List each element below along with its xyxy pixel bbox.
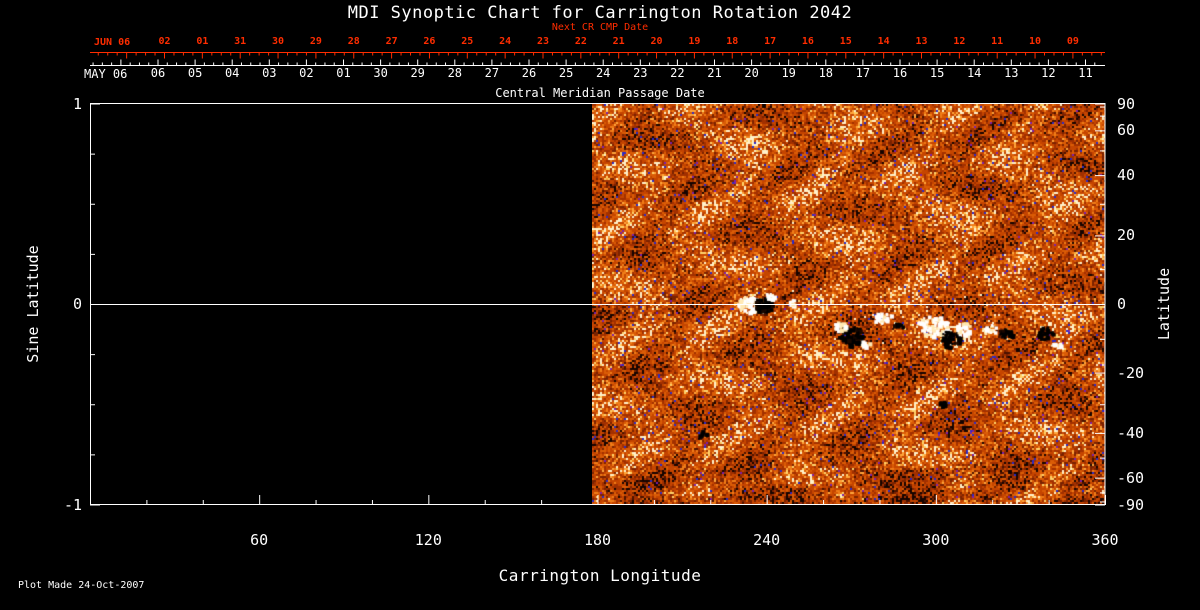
cmp-month-label: MAY 06	[84, 67, 128, 81]
day-tick-label: 25	[461, 36, 474, 47]
day-tick-label: 12	[953, 36, 966, 47]
latitude-tick-label: 90	[1117, 94, 1136, 113]
day-tick-label: 12	[1041, 66, 1056, 80]
day-tick-label: 01	[196, 36, 209, 47]
day-tick-label: 27	[484, 66, 500, 80]
latitude-tick-label: -90	[1117, 495, 1145, 514]
day-tick-label: 21	[707, 66, 722, 80]
latitude-tick-label: 20	[1117, 226, 1136, 245]
day-tick-label: 25	[558, 66, 574, 80]
day-tick-label: 01	[336, 66, 351, 80]
day-tick-label: 13	[915, 36, 928, 47]
day-tick-label: 15	[839, 36, 852, 47]
carrington-longitude-axis-title: Carrington Longitude	[498, 566, 702, 585]
longitude-tick-label: 240	[753, 531, 781, 549]
latitude-tick-label: 40	[1117, 166, 1136, 185]
day-tick-label: 16	[892, 66, 908, 80]
longitude-tick-label: 180	[583, 531, 612, 549]
next-cr-cmp-axis-title: Next CR CMP Date	[551, 22, 649, 33]
day-tick-label: 19	[688, 36, 701, 47]
day-tick-label: 30	[272, 36, 285, 47]
day-tick-label: 30	[373, 66, 388, 80]
day-tick-label: 29	[410, 66, 425, 80]
day-tick-label: 06	[150, 66, 166, 80]
longitude-tick-label: 360	[1091, 531, 1119, 549]
latitude-tick-label: -20	[1117, 363, 1145, 382]
latitude-axis-title: Latitude	[1155, 267, 1173, 341]
day-tick-label: 23	[536, 36, 550, 47]
day-tick-label: 20	[650, 36, 663, 47]
chart-title: MDI Synoptic Chart for Carrington Rotati…	[347, 3, 853, 23]
day-tick-label: 05	[187, 66, 203, 80]
day-tick-label: 27	[385, 36, 398, 47]
cmp-axis-title: Central Meridian Passage Date	[495, 86, 705, 100]
day-tick-label: 09	[1066, 36, 1079, 47]
sine-latitude-axis-title: Sine Latitude	[24, 245, 42, 363]
sine-latitude-tick-label: -1	[63, 495, 82, 514]
latitude-tick-label: 60	[1117, 121, 1136, 140]
day-tick-label: 18	[726, 36, 739, 47]
day-tick-label: 17	[855, 66, 871, 80]
day-tick-label: 21	[612, 36, 625, 47]
latitude-tick-label: -40	[1117, 423, 1145, 442]
day-tick-label: 19	[781, 66, 796, 80]
day-tick-label: 14	[966, 66, 982, 80]
day-tick-label: 24	[499, 36, 512, 47]
day-tick-label: 26	[521, 66, 537, 80]
day-tick-label: 24	[595, 66, 611, 80]
sine-latitude-tick-label: 0	[72, 295, 82, 313]
day-tick-label: 28	[447, 66, 463, 80]
plot-made-label: Plot Made 24-Oct-2007	[18, 580, 145, 591]
day-tick-label: 28	[347, 36, 360, 47]
longitude-tick-label: 120	[414, 531, 442, 549]
day-tick-label: 26	[423, 36, 436, 47]
day-tick-label: 11	[991, 36, 1004, 47]
day-tick-label: 10	[1029, 36, 1042, 47]
latitude-tick-label: 0	[1117, 295, 1127, 313]
day-tick-label: 03	[262, 66, 277, 80]
day-tick-label: 22	[574, 36, 587, 47]
day-tick-label: 04	[224, 66, 240, 80]
day-tick-label: 02	[158, 36, 171, 47]
day-tick-label: 20	[744, 66, 759, 80]
day-tick-label: 23	[633, 66, 648, 80]
day-tick-label: 22	[670, 66, 685, 80]
day-tick-label: 16	[801, 36, 814, 47]
day-tick-label: 11	[1078, 66, 1093, 80]
longitude-tick-label: 60	[250, 531, 269, 549]
latitude-tick-label: -60	[1117, 468, 1145, 487]
day-tick-label: 18	[818, 66, 834, 80]
day-tick-label: 13	[1004, 66, 1019, 80]
day-tick-label: 29	[309, 36, 322, 47]
sine-latitude-tick-label: 1	[72, 94, 82, 113]
longitude-tick-label: 300	[922, 531, 950, 549]
day-tick-label: 17	[764, 36, 777, 47]
day-tick-label: 14	[877, 36, 890, 47]
day-tick-label: 15	[929, 66, 945, 80]
day-tick-label: 31	[234, 36, 247, 47]
day-tick-label: 02	[299, 66, 314, 80]
next-cr-month-label: JUN 06	[94, 37, 131, 48]
